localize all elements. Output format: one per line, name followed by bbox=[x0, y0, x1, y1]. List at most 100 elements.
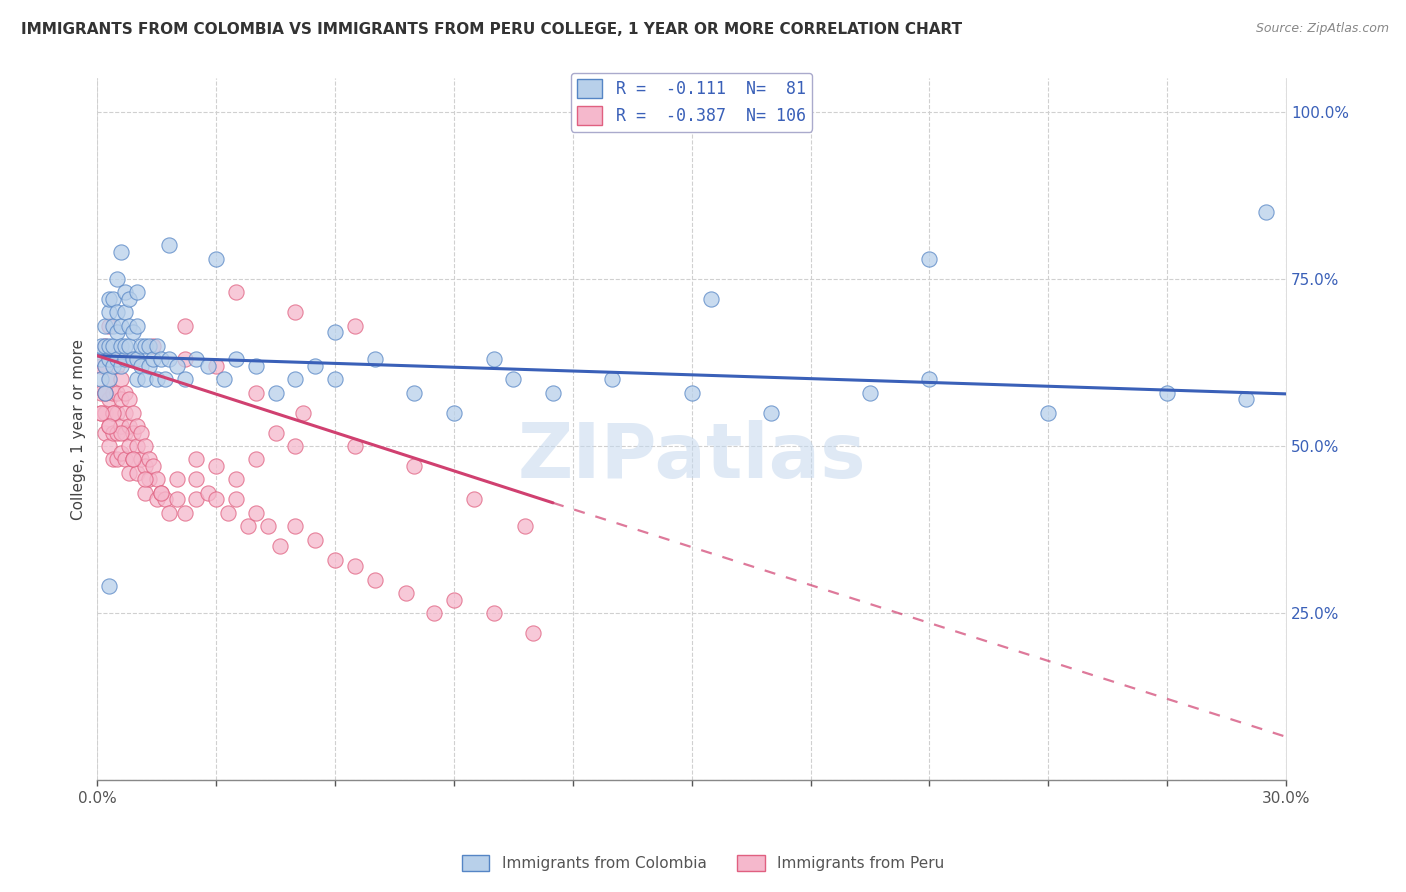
Point bbox=[90, 385, 112, 400]
Point bbox=[522, 626, 544, 640]
Point bbox=[284, 305, 307, 319]
Point bbox=[114, 339, 136, 353]
Point bbox=[105, 452, 128, 467]
Point bbox=[118, 318, 141, 333]
Point bbox=[90, 406, 112, 420]
Point bbox=[859, 385, 882, 400]
Point bbox=[225, 285, 247, 300]
Point bbox=[129, 339, 152, 353]
Y-axis label: College, 1 year or more: College, 1 year or more bbox=[72, 339, 86, 520]
Point bbox=[122, 406, 145, 420]
Point bbox=[212, 372, 235, 386]
Point bbox=[105, 359, 128, 373]
Point bbox=[463, 492, 485, 507]
Point bbox=[94, 359, 117, 373]
Point bbox=[482, 606, 505, 620]
Point bbox=[129, 359, 152, 373]
Point bbox=[118, 439, 141, 453]
Point bbox=[918, 372, 941, 386]
Point bbox=[423, 606, 446, 620]
Point bbox=[245, 506, 267, 520]
Point bbox=[304, 533, 326, 547]
Point bbox=[153, 372, 176, 386]
Point bbox=[94, 318, 117, 333]
Point bbox=[173, 372, 195, 386]
Point bbox=[245, 385, 267, 400]
Point bbox=[118, 419, 141, 434]
Point bbox=[343, 318, 366, 333]
Point bbox=[205, 252, 228, 266]
Point bbox=[90, 372, 112, 386]
Point bbox=[125, 439, 148, 453]
Point bbox=[404, 385, 426, 400]
Point bbox=[103, 352, 125, 367]
Point bbox=[134, 485, 156, 500]
Point bbox=[103, 292, 125, 306]
Point bbox=[125, 466, 148, 480]
Point bbox=[236, 519, 259, 533]
Point bbox=[114, 305, 136, 319]
Point bbox=[105, 406, 128, 420]
Point bbox=[110, 318, 132, 333]
Point bbox=[166, 472, 188, 486]
Point bbox=[142, 352, 165, 367]
Point bbox=[94, 385, 117, 400]
Point bbox=[105, 272, 128, 286]
Point bbox=[225, 352, 247, 367]
Point bbox=[146, 472, 169, 486]
Point bbox=[541, 385, 564, 400]
Point bbox=[918, 252, 941, 266]
Point bbox=[138, 339, 160, 353]
Point bbox=[98, 392, 121, 407]
Point bbox=[134, 339, 156, 353]
Point bbox=[166, 492, 188, 507]
Point bbox=[134, 472, 156, 486]
Point bbox=[98, 292, 121, 306]
Point bbox=[118, 466, 141, 480]
Point bbox=[602, 372, 624, 386]
Point bbox=[363, 352, 385, 367]
Point bbox=[197, 485, 219, 500]
Point bbox=[110, 419, 132, 434]
Text: ZIPatlas: ZIPatlas bbox=[517, 420, 866, 494]
Point bbox=[205, 458, 228, 473]
Point bbox=[129, 425, 152, 440]
Point bbox=[205, 359, 228, 373]
Point bbox=[118, 292, 141, 306]
Point bbox=[146, 372, 169, 386]
Point bbox=[146, 492, 169, 507]
Point bbox=[114, 452, 136, 467]
Point bbox=[343, 559, 366, 574]
Point bbox=[515, 519, 537, 533]
Point bbox=[245, 359, 267, 373]
Point bbox=[110, 446, 132, 460]
Point bbox=[103, 406, 125, 420]
Point bbox=[98, 352, 121, 367]
Point bbox=[94, 339, 117, 353]
Point bbox=[681, 385, 703, 400]
Point bbox=[138, 472, 160, 486]
Point bbox=[149, 352, 172, 367]
Point bbox=[149, 485, 172, 500]
Point bbox=[118, 352, 141, 367]
Point bbox=[186, 492, 208, 507]
Point bbox=[98, 372, 121, 386]
Point bbox=[125, 285, 148, 300]
Point bbox=[98, 339, 121, 353]
Point bbox=[103, 452, 125, 467]
Point bbox=[90, 339, 112, 353]
Legend: Immigrants from Colombia, Immigrants from Peru: Immigrants from Colombia, Immigrants fro… bbox=[456, 849, 950, 877]
Point bbox=[129, 452, 152, 467]
Point bbox=[284, 439, 307, 453]
Point bbox=[98, 318, 121, 333]
Point bbox=[292, 406, 315, 420]
Point bbox=[363, 573, 385, 587]
Point bbox=[122, 425, 145, 440]
Point bbox=[110, 425, 132, 440]
Point bbox=[225, 472, 247, 486]
Point bbox=[173, 318, 195, 333]
Point bbox=[157, 506, 180, 520]
Point bbox=[323, 326, 346, 340]
Point bbox=[186, 472, 208, 486]
Point bbox=[114, 352, 136, 367]
